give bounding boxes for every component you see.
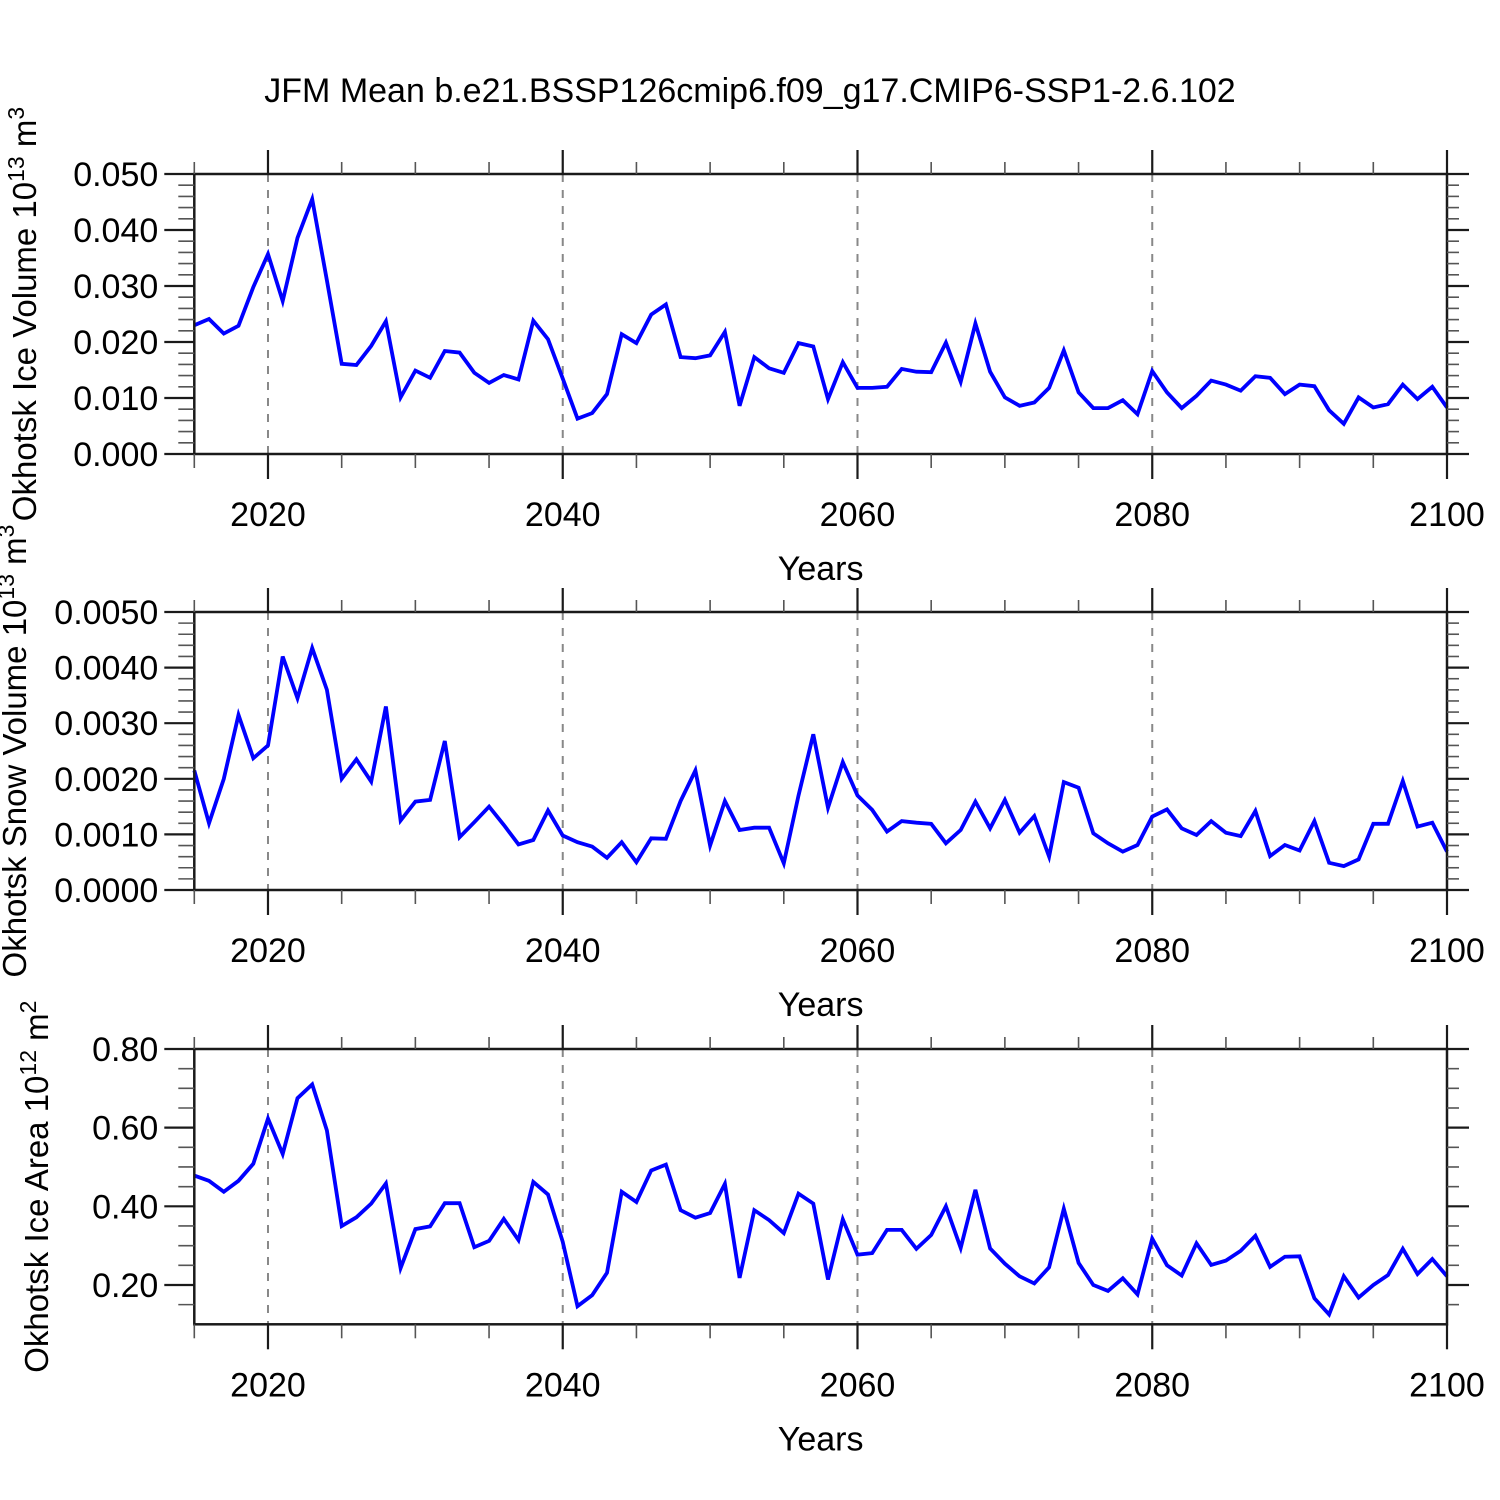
x-axis-title: Years <box>778 986 864 1024</box>
okhotsk-snow-volume-data-line <box>192 641 1449 870</box>
x-tick-label: 2100 <box>1409 1366 1485 1404</box>
x-tick-label: 2080 <box>1114 496 1190 534</box>
plot-border <box>193 172 1449 456</box>
plot-border <box>193 610 1449 892</box>
y-tick-label: 0.040 <box>73 212 158 250</box>
y-tick-label: 0.050 <box>73 156 158 194</box>
x-tick-label: 2080 <box>1114 932 1190 970</box>
x-tick-label: 2080 <box>1114 1366 1190 1404</box>
chart-title: JFM Mean b.e21.BSSP126cmip6.f09_g17.CMIP… <box>264 72 1236 110</box>
x-tick-label: 2020 <box>230 496 306 534</box>
x-tick-label: 2100 <box>1409 932 1485 970</box>
okhotsk-ice-area-data-line <box>193 1080 1449 1319</box>
y-tick-label: 0.030 <box>73 268 158 306</box>
x-tick-label: 2040 <box>525 1366 601 1404</box>
x-tick-label: 2060 <box>820 932 896 970</box>
y-tick-label: 0.0040 <box>54 650 158 688</box>
y-tick-label: 0.80 <box>92 1031 158 1069</box>
y-tick-label: 0.0020 <box>54 761 158 799</box>
x-tick-label: 2040 <box>525 496 601 534</box>
panel-okhotsk-snow-volume: 0.0000 0.0010 0.0020 0.0030 0.0040 0.0050 2020… <box>0 525 1485 1024</box>
x-tick-label: 2060 <box>820 496 896 534</box>
x-tick-label: 2040 <box>525 932 601 970</box>
y-tick-label: 0.020 <box>73 324 158 362</box>
x-axis-title: Years <box>778 1420 864 1458</box>
y-tick-label: 0.0030 <box>54 705 158 743</box>
y-tick-label: 0.0010 <box>54 816 158 854</box>
x-tick-label: 2020 <box>230 1366 306 1404</box>
okhotsk-ice-volume-data-line <box>193 192 1449 427</box>
x-tick-label: 2100 <box>1409 496 1485 534</box>
x-tick-label: 2060 <box>820 1366 896 1404</box>
y-tick-label: 0.0050 <box>54 594 158 632</box>
panel-okhotsk-ice-area: 0.20 0.40 0.60 0.80 2020 2040 2060 2080 2100 Year… <box>15 1001 1485 1459</box>
y-axis-title: Okhotsk Ice Volume 1013 m3 <box>3 107 43 521</box>
y-tick-label: 0.60 <box>92 1110 158 1148</box>
y-tick-label: 0.0000 <box>54 872 158 910</box>
y-tick-label: 0.000 <box>73 436 158 474</box>
x-tick-label: 2020 <box>230 932 306 970</box>
y-tick-label: 0.40 <box>92 1188 158 1226</box>
y-tick-label: 0.20 <box>92 1267 158 1305</box>
x-axis-title: Years <box>778 550 864 588</box>
y-axis-title: Okhotsk Ice Area 1012 m2 <box>15 1001 55 1373</box>
y-tick-label: 0.010 <box>73 380 158 418</box>
panel-okhotsk-ice-volume: 0.000 0.010 0.020 0.030 0.040 0.050 2020 2040 20… <box>3 107 1485 588</box>
y-axis-title: Okhotsk Snow Volume 1013 m3 <box>0 525 33 978</box>
